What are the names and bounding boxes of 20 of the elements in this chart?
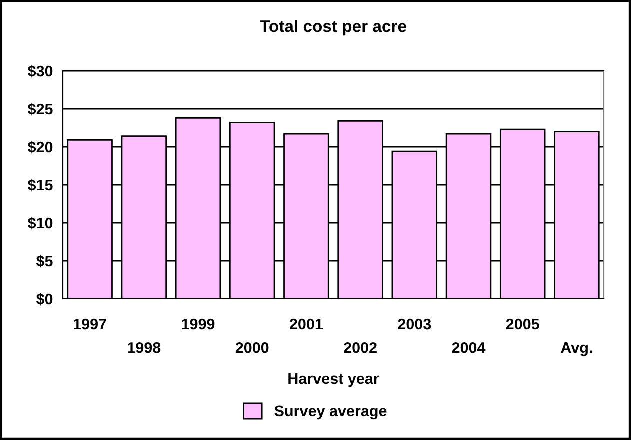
x-tick-label: 1999: [182, 318, 215, 330]
legend-label: Survey average: [274, 406, 387, 420]
x-tick-label: 2001: [290, 318, 324, 330]
y-tick-label: $10: [28, 217, 53, 230]
x-tick-label: 1997: [74, 318, 106, 330]
x-tick-label: 1998: [128, 342, 161, 354]
x-axis-title: Harvest year: [288, 374, 380, 388]
x-tick-label: 2003: [398, 318, 432, 330]
x-tick-label: 2002: [344, 342, 377, 354]
x-tick-label: 2000: [236, 342, 269, 354]
x-tick-label: Avg.: [561, 342, 592, 356]
y-tick-label: $25: [28, 103, 53, 116]
y-tick-label: $15: [28, 179, 53, 192]
x-tick-label: 2004: [452, 342, 486, 354]
y-tick-label: $20: [28, 141, 53, 154]
y-tick-label: $5: [36, 255, 53, 268]
y-tick-label: $0: [36, 293, 53, 306]
chart-title: Total cost per acre: [260, 20, 406, 36]
y-tick-label: $30: [28, 65, 53, 78]
x-tick-label: 2005: [506, 318, 540, 330]
